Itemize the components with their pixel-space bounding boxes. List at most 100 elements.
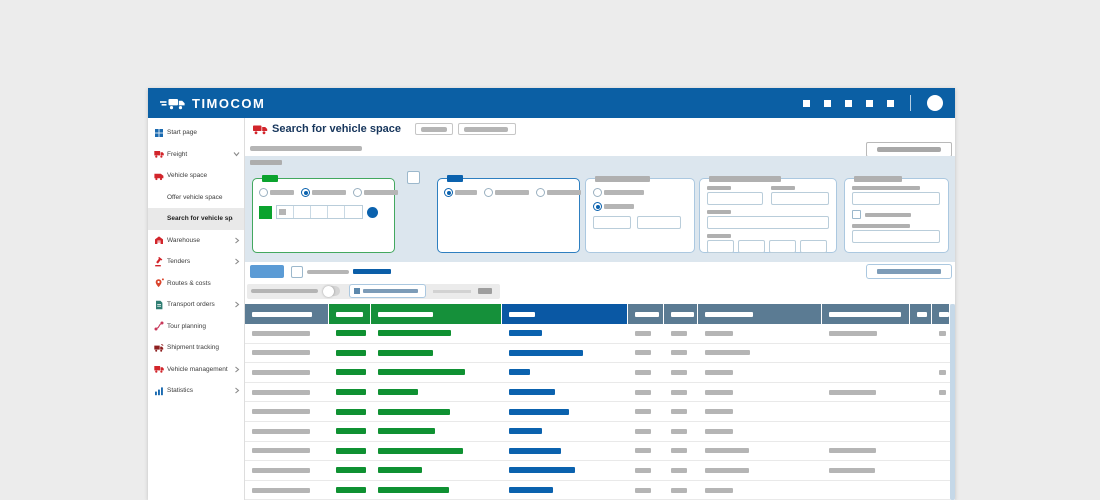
- header-app-button[interactable]: [803, 99, 810, 107]
- table-header-cell[interactable]: [329, 304, 371, 324]
- text-input[interactable]: [707, 192, 763, 205]
- radio-option-selected[interactable]: [301, 188, 346, 197]
- header-app-button[interactable]: [866, 99, 873, 107]
- vertical-scrollbar[interactable]: [950, 304, 955, 500]
- text-input[interactable]: [637, 216, 681, 229]
- search-button[interactable]: [250, 265, 284, 278]
- text-input[interactable]: [593, 216, 631, 229]
- sidebar-item-routes-costs[interactable]: Routes & costs: [148, 273, 244, 295]
- table-row[interactable]: [245, 344, 950, 364]
- save-search-checkbox[interactable]: [291, 266, 303, 278]
- sidebar-item-vehicle-management[interactable]: Vehicle management: [148, 359, 244, 381]
- sidebar-item-transport-orders[interactable]: Transport orders: [148, 294, 244, 316]
- table-header-cell[interactable]: [245, 304, 329, 324]
- user-avatar[interactable]: [927, 95, 943, 111]
- table-header-cell[interactable]: [822, 304, 910, 324]
- segment-cell[interactable]: [328, 206, 345, 218]
- scrollbar-thumb[interactable]: [950, 304, 955, 500]
- table-cell: [822, 324, 910, 343]
- table-header-cell[interactable]: [932, 304, 950, 324]
- table-header-cell[interactable]: [910, 304, 932, 324]
- title-action-pill[interactable]: [415, 123, 454, 135]
- table-cell: [502, 481, 628, 500]
- sidebar-item-vehicle-space[interactable]: Vehicle space: [148, 165, 244, 187]
- sidebar-item-warehouse[interactable]: Warehouse: [148, 230, 244, 252]
- text-input[interactable]: [738, 240, 765, 253]
- text-input[interactable]: [769, 240, 796, 253]
- table-cell: [245, 363, 329, 382]
- segment-cell[interactable]: [311, 206, 328, 218]
- text-input[interactable]: [707, 240, 734, 253]
- app-header: TIMOCOM: [148, 88, 955, 118]
- sidebar-item-search-for-vehicle-space[interactable]: Search for vehicle space: [148, 208, 244, 230]
- radio-option[interactable]: [353, 188, 398, 197]
- table-row[interactable]: [245, 324, 950, 344]
- option-checkbox[interactable]: [852, 210, 861, 219]
- route-icon: [153, 321, 164, 331]
- table-row[interactable]: [245, 442, 950, 462]
- results-button[interactable]: [866, 264, 952, 279]
- breadcrumb-placeholder: [250, 146, 362, 151]
- info-dot-icon[interactable]: [367, 206, 378, 218]
- field-label-placeholder: [771, 186, 795, 190]
- header-label-placeholder: [336, 311, 363, 317]
- table-header-cell[interactable]: [628, 304, 664, 324]
- reset-link-placeholder[interactable]: [353, 269, 391, 274]
- vehicle-size-row: [253, 197, 394, 219]
- sidebar-item-shipment-tracking[interactable]: Shipment tracking: [148, 337, 244, 359]
- radio-option[interactable]: [593, 188, 694, 197]
- table-row[interactable]: [245, 461, 950, 481]
- table-row[interactable]: [245, 383, 950, 403]
- text-input[interactable]: [852, 192, 940, 205]
- segmented-input[interactable]: [276, 205, 363, 219]
- table-row[interactable]: [245, 363, 950, 383]
- sidebar-item-offer-vehicle-space[interactable]: Offer vehicle space: [148, 187, 244, 209]
- sidebar-item-statistics[interactable]: Statistics: [148, 380, 244, 402]
- text-input[interactable]: [800, 240, 827, 253]
- text-input[interactable]: [852, 230, 940, 243]
- text-input[interactable]: [707, 216, 829, 229]
- sidebar-item-tenders[interactable]: Tenders: [148, 251, 244, 273]
- sidebar-item-start-page[interactable]: Start page: [148, 122, 244, 144]
- table-header-cell[interactable]: [698, 304, 822, 324]
- filter-checkbox[interactable]: [407, 171, 420, 184]
- table-row[interactable]: [245, 402, 950, 422]
- segment-cell[interactable]: [277, 206, 294, 218]
- table-cell: [329, 363, 371, 382]
- toggle-switch[interactable]: [323, 285, 340, 297]
- header-app-button[interactable]: [887, 99, 894, 107]
- cell-value-placeholder: [509, 428, 542, 435]
- segment-cell[interactable]: [294, 206, 311, 218]
- cell-value-placeholder: [829, 330, 877, 336]
- cell-value-placeholder: [635, 487, 651, 493]
- button-label-placeholder: [877, 269, 941, 274]
- pill-label-placeholder: [421, 126, 448, 132]
- segment-cell[interactable]: [345, 206, 362, 218]
- text-input[interactable]: [771, 192, 829, 205]
- checkbox-label-placeholder: [307, 270, 349, 274]
- sidebar-item-tour-planning[interactable]: Tour planning: [148, 316, 244, 338]
- radio-option[interactable]: [484, 188, 529, 197]
- table-row[interactable]: [245, 422, 950, 442]
- table-cell: [502, 402, 628, 421]
- sidebar-item-freight[interactable]: Freight: [148, 144, 244, 166]
- radio-option-selected[interactable]: [444, 188, 477, 197]
- radio-option-selected[interactable]: [593, 202, 694, 211]
- header-app-button[interactable]: [824, 99, 831, 107]
- radio-label-placeholder: [495, 190, 529, 195]
- title-action-pill[interactable]: [458, 123, 517, 135]
- table-row[interactable]: [245, 481, 950, 500]
- table-header-cell[interactable]: [664, 304, 698, 324]
- table-header-cell[interactable]: [371, 304, 502, 324]
- view-selector-button[interactable]: [349, 284, 426, 298]
- chevron-right-icon: [233, 301, 240, 308]
- table-header-cell[interactable]: [502, 304, 628, 324]
- radio-option[interactable]: [536, 188, 581, 197]
- timocom-logo[interactable]: TIMOCOM: [160, 96, 265, 111]
- cell-value-placeholder: [705, 330, 733, 336]
- button-label-placeholder: [877, 147, 941, 152]
- header-app-button[interactable]: [845, 99, 852, 107]
- secondary-button[interactable]: [866, 142, 952, 157]
- radio-option[interactable]: [259, 188, 294, 197]
- cell-value-placeholder: [336, 447, 366, 454]
